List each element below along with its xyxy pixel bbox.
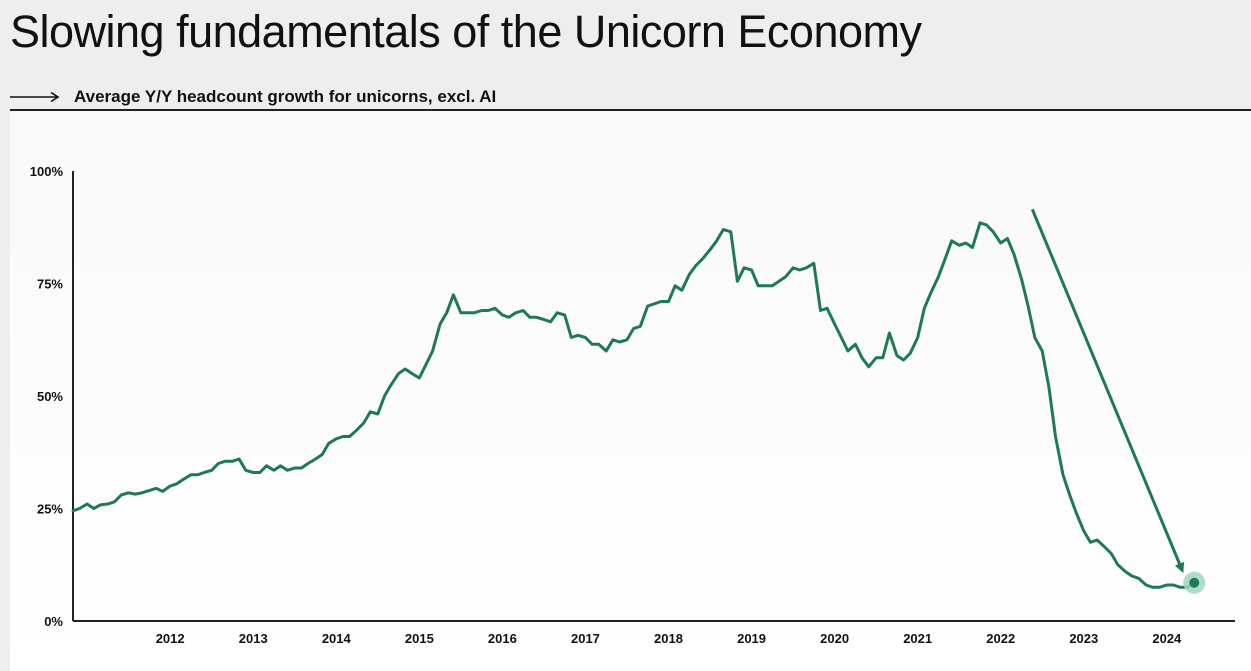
y-tick-label: 0% — [44, 614, 63, 629]
x-tick-label: 2024 — [1152, 631, 1182, 646]
x-tick-label: 2015 — [405, 631, 434, 646]
page-title: Slowing fundamentals of the Unicorn Econ… — [10, 6, 922, 57]
chart-area: 0% 25% 50% 75% 100% 2012 2013 2014 2015 2016 2017… — [10, 111, 1251, 671]
x-tick-label: 2014 — [322, 631, 352, 646]
trend-arrow — [1030, 208, 1185, 573]
series-line — [71, 221, 1196, 589]
y-tick-label: 50% — [37, 389, 63, 404]
right-arrow-icon — [10, 91, 60, 103]
y-tick-label: 100% — [30, 164, 64, 179]
chart-subtitle: Average Y/Y headcount growth for unicorn… — [74, 87, 497, 106]
line-chart: 0% 25% 50% 75% 100% 2012 2013 2014 2015 2016 2017… — [30, 164, 1235, 646]
latest-point-marker — [1189, 577, 1200, 588]
y-tick-label: 75% — [37, 277, 63, 292]
subtitle-row: Average Y/Y headcount growth for unicorn… — [10, 86, 496, 108]
y-tick-label: 25% — [37, 502, 63, 517]
header-divider — [10, 109, 1251, 111]
x-tick-label: 2022 — [986, 631, 1015, 646]
y-axis: 0% 25% 50% 75% 100% — [30, 164, 74, 629]
x-tick-label: 2017 — [571, 631, 600, 646]
x-tick-label: 2012 — [156, 631, 185, 646]
x-tick-label: 2023 — [1069, 631, 1098, 646]
x-tick-label: 2020 — [820, 631, 849, 646]
x-tick-label: 2019 — [737, 631, 766, 646]
x-tick-label: 2021 — [903, 631, 932, 646]
annotations — [1030, 208, 1206, 594]
x-tick-label: 2018 — [654, 631, 683, 646]
x-axis: 2012 2013 2014 2015 2016 2017 2018 2019 2020 2021… — [73, 620, 1235, 646]
series-group — [71, 221, 1196, 589]
x-tick-label: 2013 — [239, 631, 268, 646]
x-tick-label: 2016 — [488, 631, 517, 646]
